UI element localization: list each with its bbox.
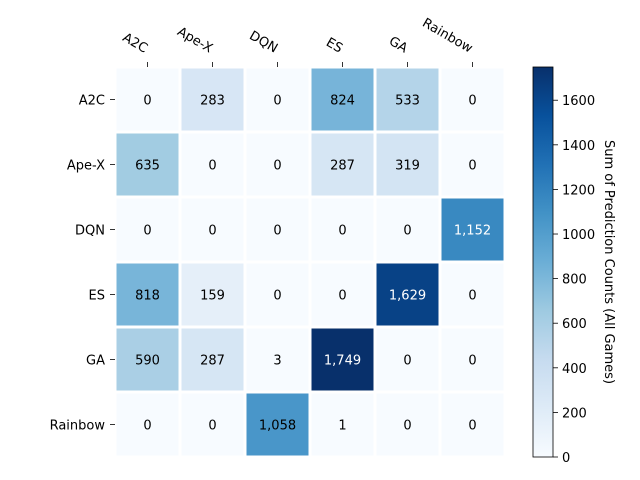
cell-value-label: 0 bbox=[403, 419, 411, 434]
heatmap-cell bbox=[438, 130, 507, 199]
cell-value-label: 0 bbox=[403, 224, 411, 239]
colorbar-ticks: 0 200 400 600 800 1000 1200 1400 1600 bbox=[553, 94, 595, 466]
y-tick-label: GA bbox=[86, 354, 105, 369]
heatmap-cell bbox=[438, 260, 507, 329]
cell-value-label: 0 bbox=[273, 94, 281, 109]
cell-value-label: 1,629 bbox=[389, 289, 426, 304]
heatmap-cell bbox=[438, 325, 507, 394]
cell-value-label: 1,058 bbox=[259, 419, 296, 434]
x-axis-ticks: A2C Ape-X DQN ES GA Rainbow bbox=[120, 16, 476, 67]
x-tick-label: ES bbox=[323, 35, 345, 56]
heatmap-cell bbox=[308, 390, 377, 459]
y-tick-label: DQN bbox=[75, 224, 105, 239]
cell-value-label: 1 bbox=[338, 419, 346, 434]
cell-value-label: 824 bbox=[330, 94, 355, 109]
cell-value-label: 635 bbox=[135, 159, 160, 174]
cell-value-label: 0 bbox=[143, 419, 151, 434]
cell-value-label: 0 bbox=[403, 354, 411, 369]
heatmap-cell bbox=[308, 195, 377, 264]
colorbar-tick-label: 1600 bbox=[562, 94, 595, 109]
cell-value-label: 0 bbox=[468, 159, 476, 174]
cell-value-label: 159 bbox=[200, 289, 225, 304]
x-tick-label: Rainbow bbox=[420, 16, 476, 57]
y-tick-label: Rainbow bbox=[50, 419, 106, 434]
cell-value-label: 287 bbox=[330, 159, 355, 174]
colorbar-tick-label: 800 bbox=[562, 273, 587, 288]
x-tick-label: A2C bbox=[120, 30, 150, 56]
cell-value-label: 1,152 bbox=[454, 224, 491, 239]
cell-value-label: 1,749 bbox=[324, 354, 361, 369]
cell-value-label: 287 bbox=[200, 354, 225, 369]
cell-value-label: 0 bbox=[468, 354, 476, 369]
cell-value-label: 533 bbox=[395, 94, 420, 109]
cell-value-label: 0 bbox=[143, 94, 151, 109]
colorbar-tick-label: 200 bbox=[562, 406, 587, 421]
heatmap-cell bbox=[308, 130, 377, 199]
heatmap-cell bbox=[438, 390, 507, 459]
y-tick-label: Ape-X bbox=[67, 159, 105, 174]
heatmap-cell bbox=[438, 65, 507, 134]
cell-value-label: 0 bbox=[208, 419, 216, 434]
colorbar: 0 200 400 600 800 1000 1200 1400 1600 Sum of Pre… bbox=[532, 66, 616, 466]
cell-value-label: 0 bbox=[468, 419, 476, 434]
cell-value-label: 0 bbox=[208, 159, 216, 174]
cell-value-label: 0 bbox=[208, 224, 216, 239]
heatmap-cell bbox=[113, 390, 182, 459]
heatmap-cell bbox=[113, 260, 182, 329]
cell-value-label: 0 bbox=[273, 159, 281, 174]
y-tick-label: ES bbox=[89, 289, 105, 304]
colorbar-gradient bbox=[532, 66, 554, 458]
heatmap-cell bbox=[373, 325, 442, 394]
heatmap-cell bbox=[373, 260, 442, 329]
cell-value-label: 590 bbox=[135, 354, 160, 369]
y-axis-ticks: A2C Ape-X DQN ES GA Rainbow bbox=[50, 94, 115, 434]
cell-value-label: 0 bbox=[273, 224, 281, 239]
cell-value-label: 0 bbox=[338, 289, 346, 304]
cell-value-label: 0 bbox=[273, 289, 281, 304]
colorbar-tick-label: 400 bbox=[562, 362, 587, 377]
colorbar-label: Sum of Prediction Counts (All Games) bbox=[601, 140, 616, 384]
colorbar-tick-label: 1000 bbox=[562, 228, 595, 243]
heatmap-cell bbox=[373, 195, 442, 264]
y-tick-label: A2C bbox=[79, 94, 105, 109]
cell-value-label: 319 bbox=[395, 159, 420, 174]
x-tick-label: GA bbox=[386, 34, 410, 57]
cell-value-label: 3 bbox=[273, 354, 281, 369]
heatmap-cell bbox=[373, 390, 442, 459]
cell-value-label: 283 bbox=[200, 94, 225, 109]
cell-value-label: 0 bbox=[338, 224, 346, 239]
colorbar-tick-label: 1400 bbox=[562, 139, 595, 154]
cell-value-label: 818 bbox=[135, 289, 160, 304]
colorbar-tick-label: 600 bbox=[562, 317, 587, 332]
x-tick-label: DQN bbox=[247, 28, 280, 56]
cell-value-label: 0 bbox=[468, 94, 476, 109]
heatmap-cell bbox=[243, 325, 312, 394]
cell-value-label: 0 bbox=[468, 289, 476, 304]
colorbar-tick-label: 1200 bbox=[562, 183, 595, 198]
heatmap-cell bbox=[178, 260, 247, 329]
cell-value-label: 0 bbox=[143, 224, 151, 239]
colorbar-tick-label: 0 bbox=[562, 451, 570, 466]
heatmap-cell bbox=[178, 130, 247, 199]
x-tick-label: Ape-X bbox=[175, 24, 216, 56]
